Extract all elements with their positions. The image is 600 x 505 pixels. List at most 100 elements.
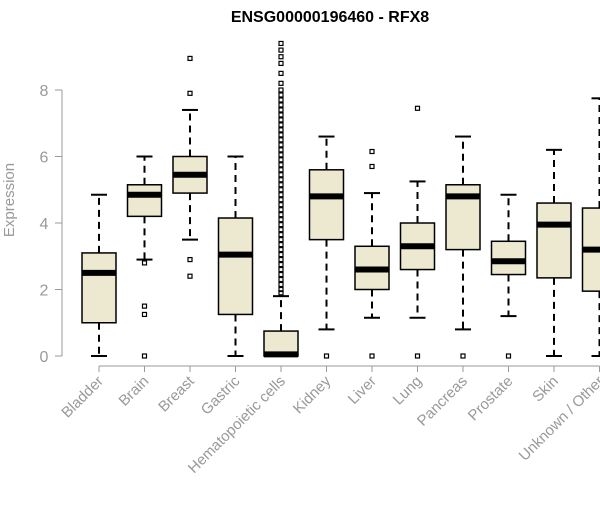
outlier-point — [279, 123, 283, 127]
outlier-point — [279, 233, 283, 237]
outlier-point — [279, 248, 283, 252]
box-group — [492, 195, 526, 358]
outlier-point — [279, 88, 283, 92]
box-iqr — [219, 218, 253, 314]
outlier-point — [416, 106, 420, 110]
box-group — [310, 137, 344, 358]
outlier-point — [279, 193, 283, 197]
outlier-point — [143, 261, 147, 265]
outlier-point — [279, 273, 283, 277]
box-group — [401, 106, 435, 358]
box-group — [446, 137, 480, 358]
outlier-point — [279, 228, 283, 232]
box-group — [583, 98, 600, 356]
boxes-group — [82, 41, 600, 358]
outlier-point — [279, 173, 283, 177]
box-iqr — [537, 203, 571, 278]
outlier-point — [279, 163, 283, 167]
y-tick-label: 4 — [40, 216, 49, 233]
outlier-point — [143, 354, 147, 358]
x-tick-label: Breast — [155, 372, 198, 415]
box-group — [264, 41, 298, 356]
outlier-point — [188, 56, 192, 60]
x-tick-label: Pancreas — [414, 373, 471, 430]
outlier-point — [279, 143, 283, 147]
y-axis-label: Expression — [1, 163, 18, 237]
outlier-point — [279, 113, 283, 117]
outlier-point — [279, 258, 283, 262]
outlier-point — [279, 138, 283, 142]
chart-title: ENSG00000196460 - RFX8 — [231, 9, 429, 26]
outlier-point — [279, 93, 283, 97]
outlier-point — [188, 258, 192, 262]
outlier-point — [279, 223, 283, 227]
outlier-point — [279, 103, 283, 107]
outlier-point — [143, 312, 147, 316]
outlier-point — [279, 133, 283, 137]
box-iqr — [128, 185, 162, 217]
outlier-point — [279, 158, 283, 162]
outlier-point — [188, 91, 192, 95]
outlier-point — [370, 354, 374, 358]
box-group — [128, 157, 162, 359]
outlier-point — [279, 243, 283, 247]
y-tick-label: 2 — [40, 283, 49, 300]
outlier-point — [279, 148, 283, 152]
outlier-point — [279, 98, 283, 102]
outlier-point — [279, 253, 283, 257]
outlier-point — [279, 178, 283, 182]
outlier-point — [279, 118, 283, 122]
y-tick-label: 6 — [40, 150, 49, 167]
outlier-point — [279, 188, 283, 192]
y-tick-label: 8 — [40, 83, 49, 100]
outlier-point — [416, 354, 420, 358]
outlier-point — [279, 278, 283, 282]
x-tick-label: Brain — [116, 373, 153, 410]
outlier-point — [507, 354, 511, 358]
outlier-point — [279, 71, 283, 75]
outlier-point — [279, 183, 283, 187]
outlier-point — [370, 150, 374, 154]
x-tick-label: Bladder — [58, 373, 107, 422]
outlier-point — [279, 153, 283, 157]
outlier-point — [279, 198, 283, 202]
outlier-point — [188, 274, 192, 278]
outlier-point — [279, 108, 283, 112]
box-group — [537, 150, 571, 356]
outlier-point — [370, 164, 374, 168]
box-iqr — [310, 170, 344, 240]
x-tick-label: Prostate — [465, 373, 517, 425]
outlier-point — [279, 81, 283, 85]
outlier-point — [279, 238, 283, 242]
outlier-point — [279, 61, 283, 65]
outlier-point — [279, 283, 283, 287]
x-tick-label: Liver — [345, 373, 380, 408]
outlier-point — [279, 208, 283, 212]
outlier-point — [279, 55, 283, 59]
outlier-point — [279, 48, 283, 52]
outlier-point — [279, 128, 283, 132]
box-iqr — [492, 241, 526, 274]
y-tick-label: 0 — [40, 349, 49, 366]
box-group — [355, 150, 389, 358]
box-iqr — [82, 253, 116, 323]
x-tick-label: Skin — [529, 373, 562, 406]
outlier-point — [279, 213, 283, 217]
outlier-point — [143, 304, 147, 308]
outlier-point — [279, 268, 283, 272]
x-tick-label: Kidney — [290, 372, 335, 417]
outlier-point — [279, 168, 283, 172]
box-group — [82, 195, 116, 356]
box-group — [219, 157, 253, 357]
outlier-point — [461, 354, 465, 358]
outlier-point — [325, 354, 329, 358]
outlier-point — [279, 218, 283, 222]
x-tick-label: Lung — [390, 373, 426, 409]
box-group — [173, 56, 207, 278]
outlier-point — [279, 263, 283, 267]
outlier-point — [279, 41, 283, 45]
outlier-point — [279, 203, 283, 207]
